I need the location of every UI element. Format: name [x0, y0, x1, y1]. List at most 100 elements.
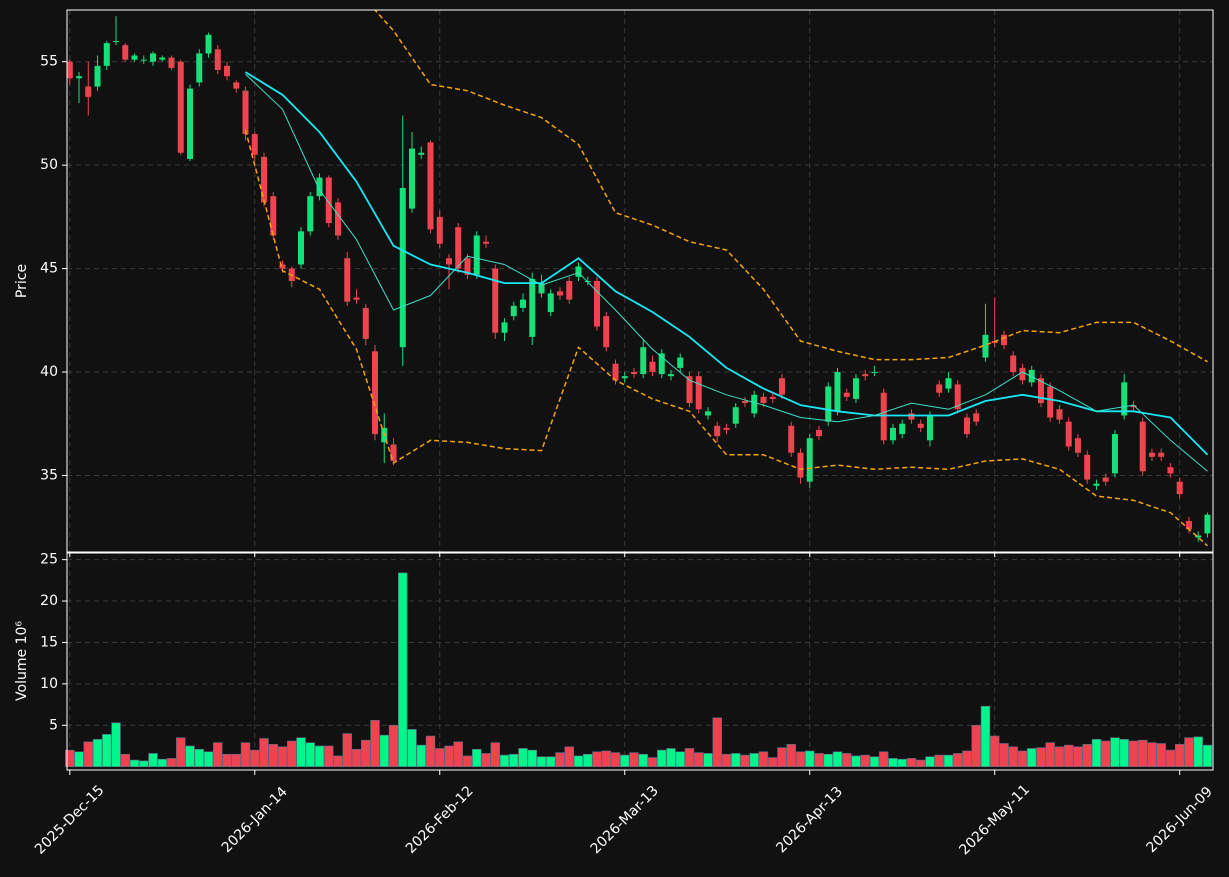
volume-bar	[102, 734, 112, 767]
volume-bar	[351, 748, 362, 767]
candle-body	[963, 417, 970, 435]
volume-bar	[407, 729, 417, 767]
candle-body	[1093, 483, 1100, 486]
candle-body	[871, 372, 878, 374]
candle-body	[1158, 452, 1165, 457]
volume-bar	[814, 753, 824, 767]
volume-bar	[749, 753, 759, 767]
candle-body	[464, 258, 471, 275]
candle-body	[1102, 477, 1109, 482]
volume-bar	[1008, 746, 1018, 767]
candle-body	[325, 177, 332, 224]
candle-body	[519, 299, 526, 308]
y-tick-label: 55	[40, 54, 58, 70]
candle-body	[399, 187, 406, 348]
volume-bar	[472, 748, 482, 767]
candle-body	[612, 363, 619, 381]
candle-body	[1047, 386, 1054, 418]
candle-body	[436, 216, 443, 244]
candle-body	[279, 264, 286, 269]
candle-body	[1195, 535, 1202, 538]
candle-body	[723, 427, 730, 430]
volume-bar	[111, 722, 121, 767]
candle-body	[205, 34, 212, 54]
volume-bar	[657, 749, 667, 767]
candle-body	[1010, 355, 1017, 373]
candle-body	[973, 413, 980, 422]
volume-bar	[1165, 749, 1176, 767]
axes-frame	[66, 9, 1214, 553]
volume-bar	[1138, 739, 1148, 767]
volume-bar	[564, 746, 574, 767]
candle-body	[797, 452, 804, 478]
candle-body	[603, 316, 610, 348]
volume-bar	[1073, 746, 1083, 767]
volume-bar	[934, 754, 944, 767]
candle-body	[427, 142, 434, 230]
volume-bar	[1082, 744, 1092, 767]
volume-bar	[83, 741, 93, 767]
volume-bar	[1119, 739, 1129, 767]
candle-body	[529, 278, 536, 337]
candle-body	[1130, 405, 1137, 408]
volume-bar	[435, 748, 445, 767]
candle-body	[1148, 452, 1155, 457]
candle-body	[1176, 481, 1183, 495]
volume-bar	[148, 753, 158, 767]
candle-body	[409, 148, 416, 209]
volume-bar	[832, 751, 843, 767]
volume-bar	[795, 751, 806, 767]
candle-body	[695, 376, 702, 410]
candle-body	[482, 241, 489, 244]
candle-body	[547, 293, 554, 313]
volume-bar	[1017, 750, 1028, 767]
candle-body	[714, 425, 721, 437]
volume-bar	[620, 754, 630, 767]
candle-body	[390, 444, 397, 461]
candle-body	[251, 134, 258, 155]
candle-body	[834, 372, 841, 412]
volume-bar	[1184, 737, 1194, 767]
candle-body	[316, 177, 323, 197]
candle-body	[926, 415, 933, 441]
volume-bar	[805, 750, 815, 767]
volume-bar	[462, 755, 473, 767]
candle-body	[1019, 367, 1026, 381]
candle-body	[621, 376, 628, 379]
volume-bar	[259, 738, 269, 767]
candle-body	[954, 384, 961, 410]
candle-body	[224, 65, 231, 77]
candle-body	[825, 386, 832, 422]
volume-bar	[527, 749, 537, 767]
volume-bar	[1175, 744, 1185, 767]
candle-body	[150, 53, 157, 62]
candle-body	[936, 384, 943, 393]
candle-body	[1204, 514, 1211, 534]
candle-body	[1139, 421, 1146, 472]
volume-bar	[453, 741, 463, 767]
candle-body	[122, 45, 129, 60]
candle-body	[1074, 438, 1081, 453]
candle-body	[335, 202, 342, 236]
candle-body	[677, 357, 684, 368]
price-axis-label: Price	[14, 264, 30, 298]
volume-bar	[1091, 739, 1102, 767]
candle-body	[566, 281, 573, 300]
volume-bar	[314, 745, 325, 767]
y-tick-label: 20	[40, 593, 58, 609]
candle-body	[1065, 421, 1072, 447]
volume-bar	[694, 752, 704, 767]
candle-body	[852, 378, 859, 399]
volume-bar	[601, 750, 611, 767]
volume-bar	[684, 748, 695, 767]
volume-bar	[268, 744, 278, 767]
candle-body	[362, 307, 369, 339]
volume-bar	[842, 753, 852, 767]
volume-bar	[361, 739, 371, 767]
candle-body	[455, 227, 462, 269]
candle-body	[76, 76, 83, 79]
volume-bar	[240, 742, 251, 767]
volume-bar	[703, 753, 713, 767]
volume-bar	[129, 759, 140, 767]
